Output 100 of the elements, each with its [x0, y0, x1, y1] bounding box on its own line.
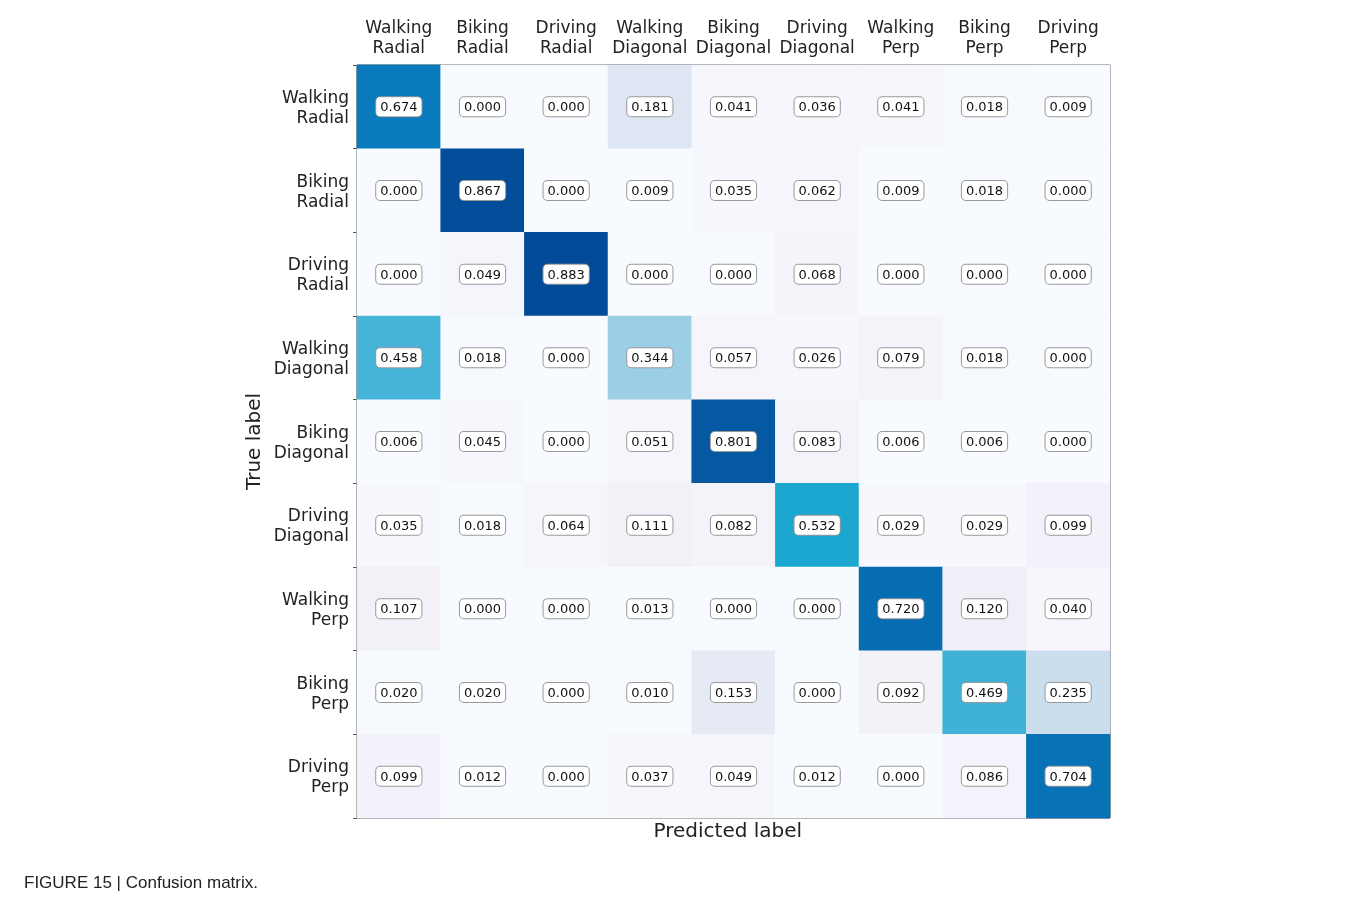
data-label: 0.009 — [882, 183, 920, 198]
x-axis-title: Predicted label — [653, 818, 803, 842]
x-tick-label: Walking Radial — [365, 17, 433, 57]
data-label: 0.000 — [1049, 350, 1087, 366]
x-tick-label: Biking Diagonal — [695, 17, 772, 57]
data-label: 0.120 — [965, 601, 1004, 617]
data-label: 0.083 — [798, 434, 836, 449]
y-tick-label: Driving Radial — [287, 254, 349, 295]
data-label: 0.020 — [380, 685, 418, 700]
x-tick-label: Driving Diagonal — [779, 17, 855, 57]
data-label: 0.000 — [1049, 183, 1087, 198]
x-tick-label: Driving Perp — [1037, 17, 1099, 57]
data-label: 0.107 — [380, 601, 418, 617]
y-tick-label: Biking Radial — [296, 170, 349, 211]
data-label: 0.009 — [631, 183, 669, 198]
data-label: 0.092 — [882, 685, 920, 700]
caption: FIGURE 15 | Confusion matrix. — [24, 873, 258, 892]
data-label: 0.000 — [380, 183, 418, 198]
data-label: 0.049 — [714, 768, 753, 784]
data-label: 0.013 — [631, 601, 669, 617]
data-label: 0.801 — [714, 434, 753, 449]
data-label: 0.000 — [714, 601, 753, 617]
data-label: 0.000 — [1049, 434, 1087, 449]
data-label: 0.051 — [631, 434, 669, 449]
y-tick-label: Driving Diagonal — [273, 505, 349, 546]
data-label: 0.153 — [714, 685, 753, 700]
data-label: 0.000 — [547, 768, 585, 784]
data-label: 0.000 — [463, 99, 502, 115]
y-tick-label: Walking Diagonal — [273, 337, 349, 378]
data-label: 0.000 — [547, 99, 585, 115]
data-label: 0.064 — [547, 517, 585, 533]
data-label: 0.674 — [380, 99, 418, 115]
data-label: 0.018 — [965, 183, 1004, 198]
data-label: 0.000 — [547, 350, 585, 366]
data-label: 0.000 — [965, 266, 1004, 282]
data-label: 0.006 — [965, 434, 1004, 449]
data-label: 0.012 — [798, 768, 836, 784]
data-label: 0.036 — [798, 99, 836, 115]
data-label: 0.041 — [882, 99, 920, 115]
data-label: 0.000 — [882, 266, 920, 282]
data-label: 0.000 — [798, 685, 836, 700]
data-label: 0.057 — [714, 350, 753, 366]
data-label: 0.000 — [1049, 266, 1087, 282]
data-label: 0.018 — [965, 99, 1004, 115]
data-label: 0.035 — [714, 183, 753, 198]
y-axis-title: True label — [240, 392, 265, 492]
data-label: 0.062 — [798, 183, 836, 198]
data-label: 0.469 — [965, 685, 1004, 700]
data-label: 0.720 — [882, 601, 920, 617]
data-label: 0.068 — [798, 266, 836, 282]
data-label: 0.006 — [882, 434, 920, 449]
data-label: 0.181 — [631, 99, 669, 115]
data-label: 0.041 — [714, 99, 753, 115]
data-label: 0.704 — [1049, 768, 1087, 784]
data-label: 0.012 — [463, 768, 502, 784]
data-label: 0.018 — [965, 350, 1004, 366]
data-label: 0.883 — [547, 266, 585, 282]
data-label: 0.049 — [463, 266, 502, 282]
data-label: 0.111 — [631, 517, 669, 533]
data-label: 0.079 — [882, 350, 920, 366]
data-label: 0.010 — [631, 685, 669, 700]
data-label: 0.000 — [547, 183, 585, 198]
data-label: 0.029 — [965, 517, 1004, 533]
data-label: 0.099 — [1049, 517, 1087, 533]
data-label: 0.045 — [463, 434, 502, 449]
data-label: 0.000 — [547, 434, 585, 449]
data-label: 0.035 — [380, 517, 418, 533]
data-label: 0.026 — [798, 350, 836, 366]
data-label: 0.458 — [380, 350, 418, 366]
data-label: 0.018 — [463, 350, 502, 366]
x-tick-label: Walking Diagonal — [612, 17, 688, 57]
data-label: 0.000 — [380, 266, 418, 282]
data-label: 0.000 — [798, 601, 836, 617]
x-tick-label: Biking Perp — [958, 17, 1011, 57]
y-tick-label: Walking Radial — [282, 86, 349, 127]
x-tick-label: Walking Perp — [867, 17, 935, 57]
x-tick-label: Driving Radial — [535, 17, 597, 57]
data-label: 0.029 — [882, 517, 920, 533]
data-label: 0.000 — [547, 685, 585, 700]
y-tick-label: Biking Diagonal — [273, 421, 349, 462]
data-label: 0.235 — [1049, 685, 1087, 700]
data-label: 0.086 — [965, 768, 1004, 784]
x-tick-label: Biking Radial — [456, 17, 509, 57]
data-label: 0.006 — [380, 434, 418, 449]
data-label: 0.037 — [631, 768, 669, 784]
data-label: 0.018 — [463, 517, 502, 533]
y-tick-label: Walking Perp — [282, 588, 349, 629]
y-tick-label: Biking Perp — [296, 672, 349, 713]
data-label: 0.020 — [463, 685, 502, 700]
y-tick-label: Driving Perp — [287, 756, 349, 797]
data-label: 0.344 — [631, 350, 669, 366]
data-label: 0.000 — [714, 266, 753, 282]
data-label: 0.000 — [547, 601, 585, 617]
data-label: 0.000 — [631, 266, 669, 282]
data-label: 0.000 — [882, 768, 920, 784]
data-label: 0.082 — [714, 517, 753, 533]
data-label: 0.000 — [463, 601, 502, 617]
data-label: 0.532 — [798, 517, 836, 533]
data-label: 0.867 — [463, 183, 502, 198]
data-label: 0.099 — [380, 768, 418, 784]
